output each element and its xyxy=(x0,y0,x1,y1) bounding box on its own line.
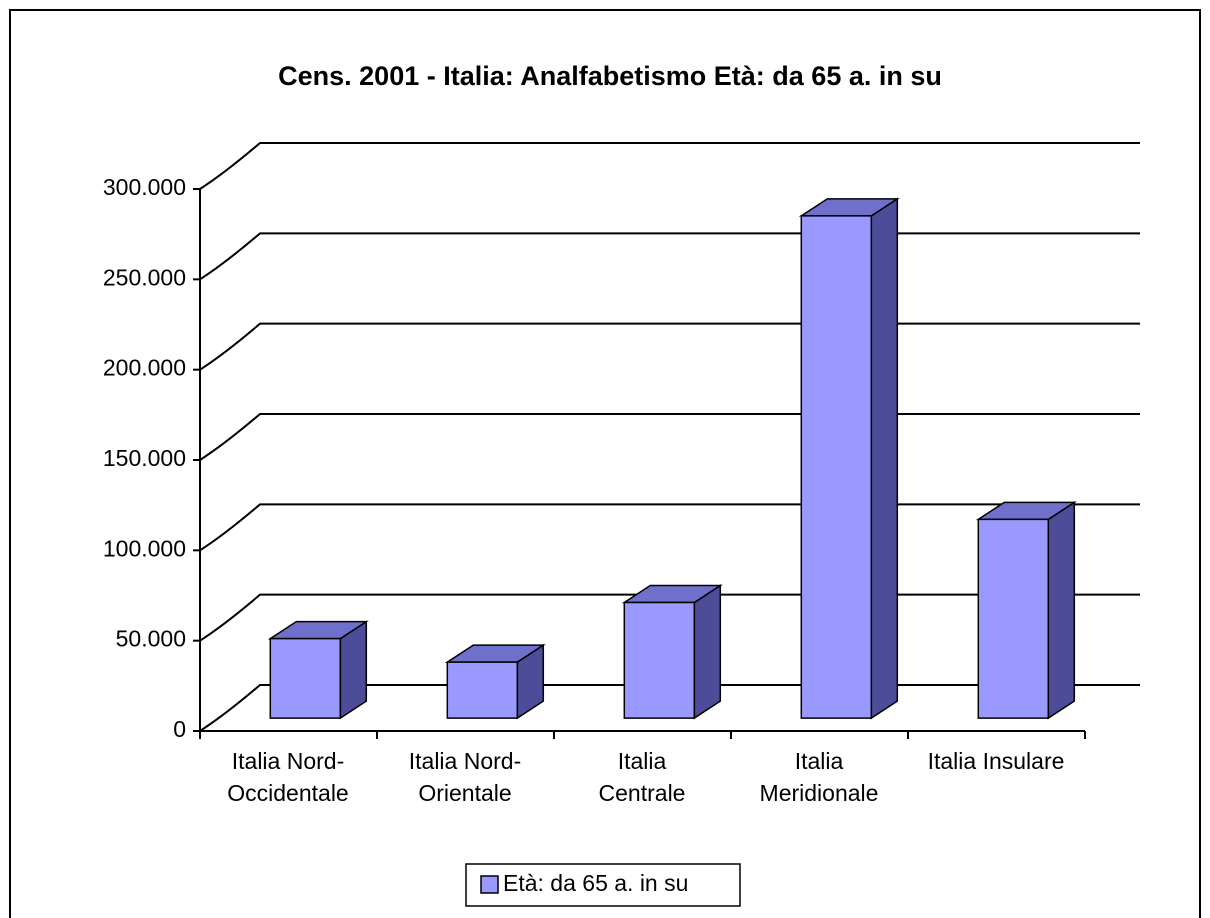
grid-line xyxy=(199,142,1140,190)
legend-box xyxy=(465,863,741,907)
grid-line xyxy=(199,684,1140,732)
y-tick-label: 150.000 xyxy=(103,445,186,471)
bar-front xyxy=(446,661,519,719)
y-tick-label: 200.000 xyxy=(103,355,186,381)
bar-side xyxy=(693,584,722,720)
grid-line xyxy=(199,413,1140,461)
x-tick-label: Italia Meridionale xyxy=(759,748,879,806)
grid-line xyxy=(199,503,1140,552)
chart-title: Cens. 2001 - Italia: Analfabetismo Età: … xyxy=(278,61,942,91)
y-tick-label: 50.000 xyxy=(116,626,186,652)
y-tick-label: 300.000 xyxy=(103,174,186,200)
x-tick-label: Italia Nord- Orientale xyxy=(408,748,522,806)
x-tick-label: Italia Insulare xyxy=(927,748,1065,774)
bar xyxy=(621,584,723,720)
grid-line xyxy=(199,593,1140,642)
legend-label: Età: da 65 a. in su xyxy=(503,870,688,896)
x-tick-label: Italia Nord- Occidentale xyxy=(227,748,349,806)
bar xyxy=(798,197,900,720)
bar-front xyxy=(269,637,342,719)
bar-side xyxy=(870,197,899,720)
y-tick-label: 0 xyxy=(173,716,186,742)
x-tick-label: Italia Centrale xyxy=(598,748,686,806)
y-tick-label: 250.000 xyxy=(103,264,186,290)
y-tick-label: 100.000 xyxy=(103,535,186,561)
bar-front xyxy=(623,601,696,719)
bar-front xyxy=(977,518,1050,719)
bar-front xyxy=(800,215,873,719)
legend-swatch xyxy=(480,875,499,894)
bar-side xyxy=(1047,501,1076,720)
bar xyxy=(444,643,546,720)
bar xyxy=(267,620,369,720)
chart-border xyxy=(9,9,1201,918)
grid-line xyxy=(199,232,1140,281)
grid-line xyxy=(199,322,1140,371)
bar xyxy=(975,501,1077,720)
